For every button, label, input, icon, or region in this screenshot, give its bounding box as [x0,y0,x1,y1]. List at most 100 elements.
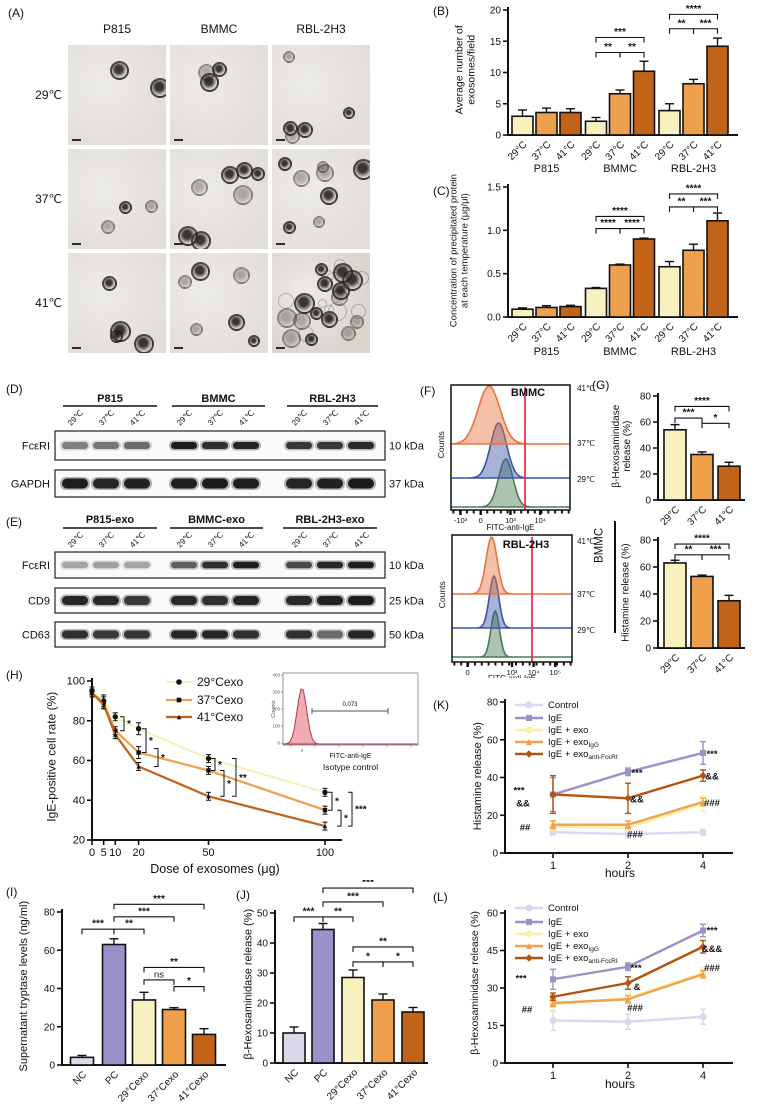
band [202,478,228,489]
major-tick [459,510,462,515]
group-label: RBL-2H3 [671,346,716,358]
marker-square [136,750,141,755]
blot-kda-label: 37 kDa [389,479,424,491]
curve-label: 29℃ [577,475,595,484]
inset-x-tick-label: 0 [301,748,304,753]
band [62,478,88,489]
x-tick-label: 10⁴ [534,516,546,525]
lane-label: 29℃ [66,530,85,549]
hist-curve [450,385,570,445]
bar [717,465,741,501]
panel-c-y-axis-title: Concentration of precipitated protein at… [448,174,470,328]
panel-f-label: (F) [420,384,436,398]
blot-kda-label: 25 kDa [389,596,424,608]
hist-curve [452,574,572,629]
minor-tick [556,662,558,666]
sig-label: *** [303,906,315,917]
marker-triangle [700,799,706,806]
inset-y-axis-title: Counts [271,700,277,718]
sig-bracket [668,206,695,212]
y-tick-label: 0 [492,849,498,860]
y-tick-label: 5 [495,99,501,110]
legend-label: 37°Cexo [197,693,243,707]
minor-tick [513,510,516,514]
minor-tick [465,510,468,514]
lane-label: 29℃ [175,530,194,549]
panel-g-top-y-axis-title: β-Hexosaminidase release (%) [610,404,633,488]
x-tick-label: 10 [109,847,121,859]
annotation: ### [704,963,721,974]
hist-title: BMMC [511,387,545,399]
panel-f-bottom-y-axis-title: Counts [437,581,448,609]
minor-tick [506,510,509,514]
y-tick-label: 80 [640,392,652,403]
minor-tick [486,510,489,514]
minor-tick [526,510,529,514]
sig-label: ** [170,957,178,968]
x-tick-label: 41°C [554,321,578,345]
vesicle [191,262,210,281]
y-tick-label: 60 [487,735,499,746]
blot-kda-label: 10 kDa [389,560,424,572]
group-label: P815 [534,163,560,175]
band-halo [60,560,90,570]
marker-triangle [206,794,211,799]
sig-label: *** [355,805,367,816]
lane-label: 41℃ [352,408,371,427]
row-label-29c: 29℃ [35,88,62,102]
sig-bracket [113,903,205,910]
annotation: ## [522,1004,533,1015]
hist-curve [452,536,572,595]
legend-label: IgE + exo [548,725,588,736]
sig-bracket [81,928,115,935]
band [124,561,150,569]
vesicle [200,73,219,92]
panel-j-label: (J) [236,888,250,902]
vesicle [313,216,325,228]
inset-y-tick-label: 0 [277,741,280,746]
band [124,596,150,605]
y-tick-label: 1.5 [487,182,501,193]
marker-triangle [700,971,706,978]
band [317,478,343,489]
y-tick-label: 0 [495,131,501,142]
marker-diamond [624,794,632,803]
curve-label: 37℃ [577,439,595,448]
vesicle [228,314,245,331]
sig-bracket [220,769,225,797]
x-tick-label: 37°Cexo [146,1069,181,1104]
sig-label: ** [125,919,133,930]
minor-tick [508,662,511,666]
annotation: *** [630,963,641,974]
x-tick-label: 41°C [713,504,737,528]
band [317,442,343,449]
band [317,561,343,569]
legend-label: 29°Cexo [197,675,243,689]
blot-row-label: GAPDH [11,479,50,491]
group-label: BMMC [603,346,637,358]
vesicle [310,307,323,320]
sig-bracket [120,716,125,732]
band [202,561,228,569]
sig-bracket [337,809,342,827]
sig-bracket [619,51,645,58]
sig-bracket [328,791,333,811]
sig-label: *** [683,408,695,419]
x-tick-label: 29°C [659,652,683,676]
x-tick-label: 41°C [628,139,652,163]
vesicle [278,157,292,171]
x-tick-label: 1 [550,1070,556,1082]
inset-x-axis-title: FITC-anti-IgE [329,753,371,760]
marker-triangle [625,996,631,1003]
micrograph-P815-37c [68,149,166,249]
sig-bracket [701,422,730,429]
band [233,630,259,639]
marker-diamond [549,993,557,1001]
sig-label: ** [628,42,636,53]
vesicle [134,334,154,353]
vesicle [236,162,253,179]
vesicle [351,304,366,319]
bar [101,943,127,1066]
